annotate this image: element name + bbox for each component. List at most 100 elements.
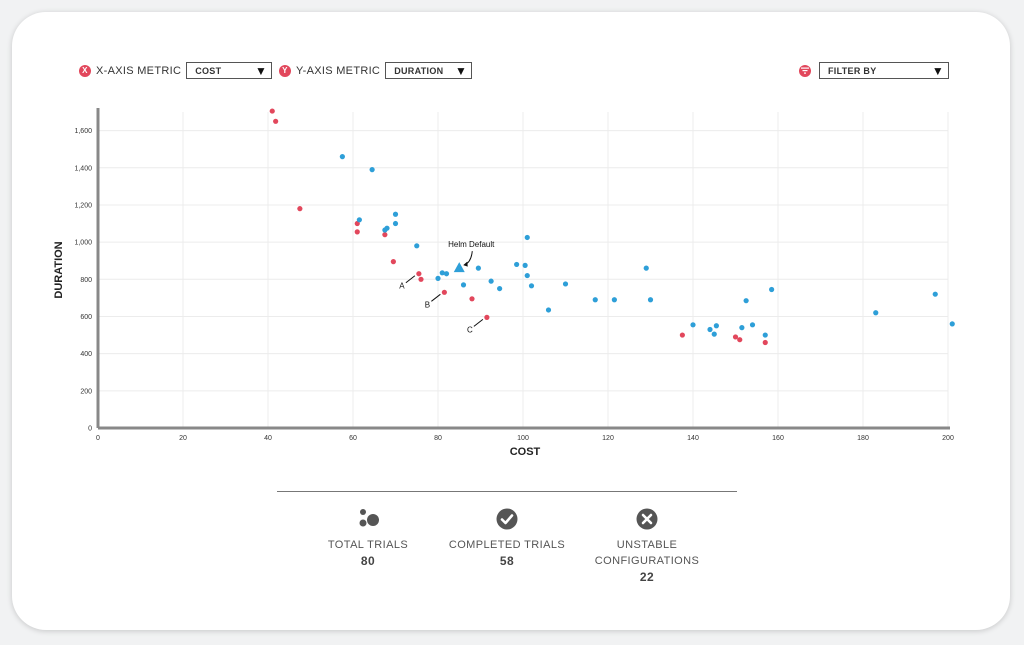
x-tick-label: 180 bbox=[857, 435, 869, 442]
helm-default-arrowhead bbox=[463, 261, 468, 267]
data-point bbox=[414, 243, 420, 249]
chart-ticks: 0 20 40 60 80 100 120 140 160 180 200 0 200 400 600 800… bbox=[74, 128, 953, 442]
annotation-label: C bbox=[467, 325, 473, 334]
y-axis-metric-select[interactable]: DURATION ▼ bbox=[385, 62, 473, 79]
dots-icon bbox=[357, 508, 379, 530]
stat-label-line2: CONFIGURATIONS bbox=[594, 555, 700, 567]
data-point bbox=[528, 283, 535, 289]
x-circle-icon bbox=[636, 508, 658, 530]
helm-default-marker bbox=[453, 262, 465, 273]
data-point bbox=[460, 282, 467, 288]
data-point bbox=[743, 298, 749, 304]
stat-label: UNSTABLE bbox=[616, 539, 678, 551]
data-point bbox=[707, 326, 713, 333]
filter-icon bbox=[799, 64, 811, 77]
dropdown-arrow-icon: ▼ bbox=[455, 63, 468, 78]
x-tick-label: 0 bbox=[96, 435, 100, 442]
data-point bbox=[488, 278, 494, 284]
y-tick-label: 0 bbox=[88, 426, 92, 433]
helm-default-label: Helm Default bbox=[448, 240, 495, 249]
x-tick-label: 80 bbox=[434, 435, 442, 442]
x-tick-label: 40 bbox=[264, 435, 272, 442]
data-point bbox=[439, 270, 445, 276]
chart-grid bbox=[97, 112, 949, 429]
y-axis-metric-control: Y Y-AXIS METRIC DURATION ▼ bbox=[279, 62, 473, 79]
data-point bbox=[522, 262, 528, 268]
stat-unstable-configurations: UNSTABLE CONFIGURATIONS 22 bbox=[582, 508, 712, 586]
filter-control: FILTER BY ▼ bbox=[799, 62, 949, 79]
chart-annotations: Helm Default A B C bbox=[399, 240, 495, 334]
helm-default-arrow bbox=[464, 251, 473, 266]
data-point bbox=[592, 297, 598, 303]
y-tick-label: 400 bbox=[80, 351, 92, 358]
x-tick-label: 100 bbox=[517, 435, 529, 442]
filter-by-value: FILTER BY bbox=[828, 65, 877, 76]
x-tick-label: 160 bbox=[772, 435, 784, 442]
data-point bbox=[932, 291, 938, 297]
data-point bbox=[514, 261, 520, 268]
x-axis-badge-icon: X bbox=[79, 64, 91, 77]
x-axis-metric-select[interactable]: COST ▼ bbox=[186, 62, 273, 79]
data-point bbox=[369, 167, 375, 173]
data-point bbox=[475, 265, 481, 271]
stat-value: 80 bbox=[360, 554, 376, 568]
data-point bbox=[711, 331, 717, 337]
data-point bbox=[382, 227, 388, 233]
stat-value: 22 bbox=[639, 570, 655, 584]
data-point bbox=[949, 321, 955, 327]
data-point bbox=[762, 339, 768, 346]
y-axis-metric-label: Y-AXIS METRIC bbox=[296, 64, 381, 77]
data-point bbox=[545, 307, 552, 313]
y-tick-label: 600 bbox=[80, 314, 92, 321]
data-point bbox=[690, 322, 696, 328]
data-point bbox=[647, 297, 654, 303]
data-point bbox=[749, 322, 756, 328]
x-tick-label: 140 bbox=[687, 435, 699, 442]
data-point bbox=[418, 276, 424, 282]
data-point bbox=[392, 220, 399, 227]
data-point bbox=[443, 271, 450, 277]
filter-by-select[interactable]: FILTER BY ▼ bbox=[819, 62, 949, 79]
stat-value: 58 bbox=[499, 554, 515, 568]
data-point bbox=[732, 334, 739, 340]
data-point bbox=[524, 272, 530, 279]
data-point bbox=[392, 211, 399, 217]
stat-total-trials: TOTAL TRIALS 80 bbox=[303, 508, 433, 570]
data-point bbox=[762, 332, 768, 338]
data-point bbox=[416, 271, 422, 277]
data-point bbox=[562, 281, 569, 287]
annotation-label: A bbox=[399, 282, 405, 291]
data-point bbox=[339, 154, 345, 160]
data-point bbox=[739, 325, 745, 331]
data-point bbox=[273, 118, 279, 124]
data-point bbox=[484, 314, 490, 320]
x-tick-label: 200 bbox=[942, 435, 954, 442]
chart-points bbox=[269, 108, 955, 346]
x-tick-label: 120 bbox=[602, 435, 614, 442]
data-point bbox=[873, 310, 879, 316]
y-tick-label: 1,600 bbox=[74, 128, 92, 135]
dropdown-arrow-icon: ▼ bbox=[931, 63, 944, 78]
data-point bbox=[769, 286, 775, 293]
x-tick-label: 20 bbox=[179, 435, 187, 442]
y-tick-label: 1,200 bbox=[74, 202, 92, 209]
data-point bbox=[524, 234, 530, 241]
stats-divider bbox=[277, 491, 737, 492]
annotation-leader-line bbox=[431, 293, 441, 302]
data-point bbox=[382, 232, 388, 238]
x-axis-metric-control: X X-AXIS METRIC COST ▼ bbox=[79, 62, 273, 79]
data-point bbox=[297, 206, 303, 212]
data-point bbox=[497, 285, 503, 292]
dropdown-arrow-icon: ▼ bbox=[255, 63, 268, 78]
data-point bbox=[390, 259, 396, 265]
y-tick-label: 800 bbox=[80, 277, 92, 284]
data-point bbox=[354, 229, 360, 235]
x-axis-metric-label: X-AXIS METRIC bbox=[96, 64, 182, 77]
x-axis-label: COST bbox=[510, 446, 541, 458]
stat-label: TOTAL TRIALS bbox=[327, 539, 409, 551]
y-tick-label: 1,400 bbox=[74, 165, 92, 172]
annotation-label: B bbox=[425, 300, 430, 309]
chart-axes bbox=[96, 108, 950, 430]
y-tick-label: 1,000 bbox=[74, 240, 92, 247]
